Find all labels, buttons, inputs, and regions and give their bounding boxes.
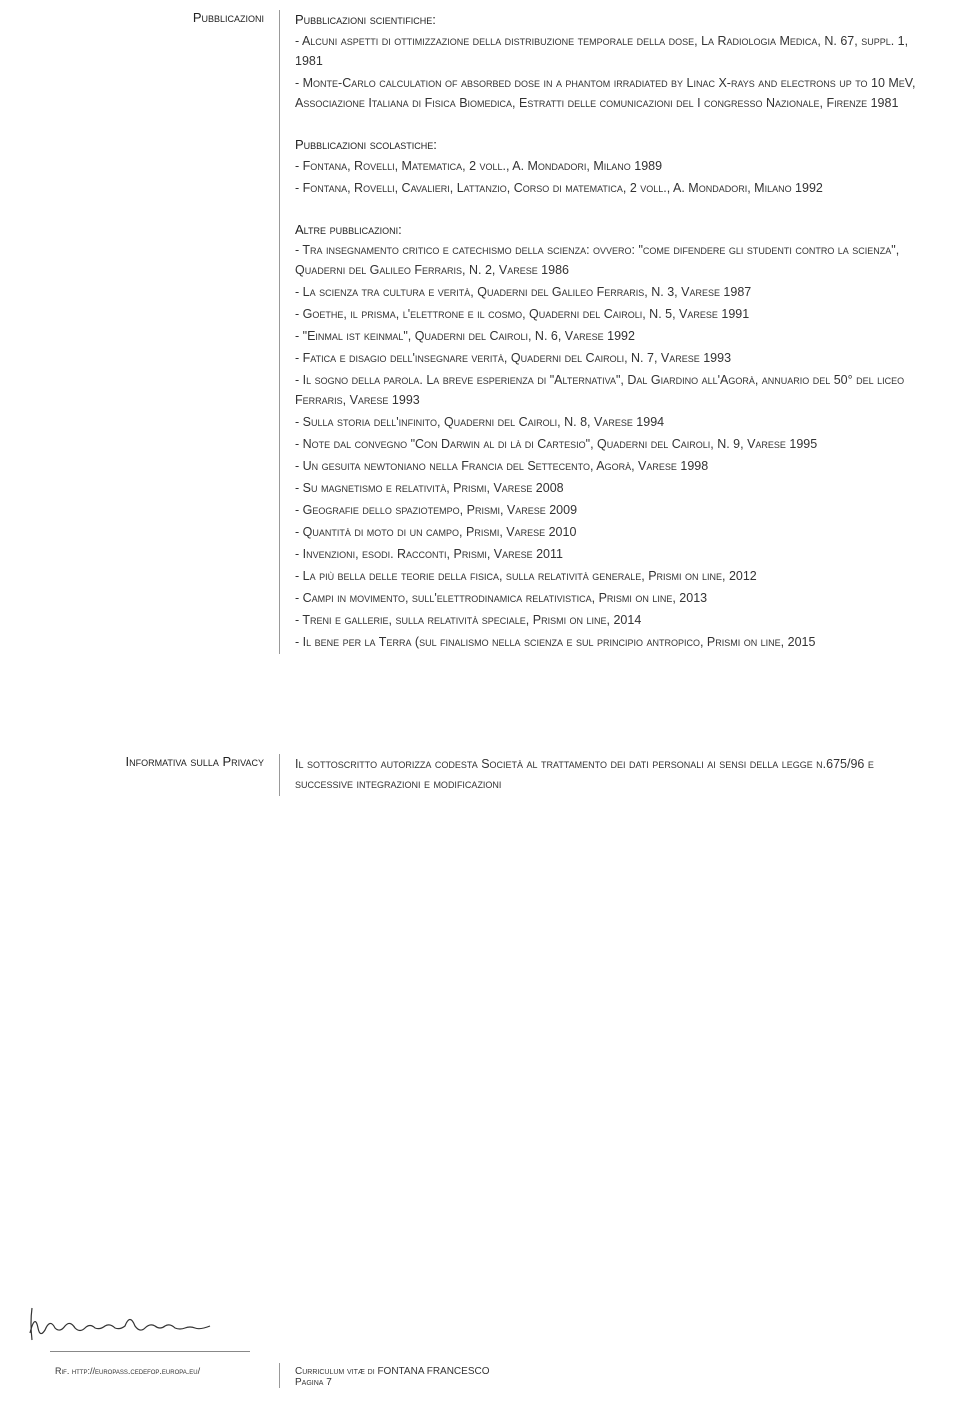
heading-scholastic: Pubblicazioni scolastiche:: [295, 135, 920, 156]
pub-other-item: - Goethe, il prisma, l'elettrone e il co…: [295, 304, 920, 324]
page-content: Pubblicazioni Pubblicazioni scientifiche…: [0, 0, 960, 796]
pub-other-item: - "Einmal ist keinmal", Quaderni del Cai…: [295, 326, 920, 346]
spacer: [295, 200, 920, 220]
pub-other-item: - Geografie dello spaziotempo, Prismi, V…: [295, 500, 920, 520]
pub-scientific-item: - Alcuni aspetti di ottimizzazione della…: [295, 31, 920, 71]
label-pubblicazioni: Pubblicazioni: [25, 10, 280, 654]
pub-scholastic-item: - Fontana, Rovelli, Cavalieri, Lattanzio…: [295, 178, 920, 198]
signature-line: [50, 1351, 250, 1352]
content-pubblicazioni: Pubblicazioni scientifiche: - Alcuni asp…: [280, 10, 920, 654]
spacer: [25, 694, 920, 754]
section-pubblicazioni: Pubblicazioni Pubblicazioni scientifiche…: [25, 10, 920, 654]
heading-other: Altre pubblicazioni:: [295, 220, 920, 241]
pub-other-item: - Quantità di moto di un campo, Prismi, …: [295, 522, 920, 542]
pub-other-item: - Note dal convegno "Con Darwin al di là…: [295, 434, 920, 454]
footer-page: Pagina 7: [295, 1377, 920, 1388]
spacer: [295, 115, 920, 135]
pub-other-item: - Il bene per la Terra (sul finalismo ne…: [295, 632, 920, 652]
label-privacy: Informativa sulla Privacy: [25, 754, 280, 796]
pub-other-item: - Treni e gallerie, sulla relatività spe…: [295, 610, 920, 630]
pub-other-item: - Fatica e disagio dell'insegnare verità…: [295, 348, 920, 368]
privacy-text: Il sottoscritto autorizza codesta Societ…: [295, 754, 920, 794]
footer-ref: Rif. http://europass.cedefop.europa.eu/: [25, 1363, 280, 1388]
pub-other-item: - Invenzioni, esodi. Racconti, Prismi, V…: [295, 544, 920, 564]
pub-scholastic-item: - Fontana, Rovelli, Matematica, 2 voll.,…: [295, 156, 920, 176]
pub-other-item: - La scienza tra cultura e verità, Quade…: [295, 282, 920, 302]
footer-cv-title: Curriculum vitæ di FONTANA FRANCESCO: [295, 1366, 920, 1377]
section-privacy: Informativa sulla Privacy Il sottoscritt…: [25, 754, 920, 796]
pub-other-item: - La più bella delle teorie della fisica…: [295, 566, 920, 586]
pub-other-item: - Il sogno della parola. La breve esperi…: [295, 370, 920, 410]
pub-other-item: - Campi in movimento, sull'elettrodinami…: [295, 588, 920, 608]
pub-other-item: - Sulla storia dell'infinito, Quaderni d…: [295, 412, 920, 432]
footer-right: Curriculum vitæ di FONTANA FRANCESCO Pag…: [280, 1363, 920, 1388]
footer: Rif. http://europass.cedefop.europa.eu/ …: [25, 1363, 920, 1388]
pub-other-item: - Un gesuita newtoniano nella Francia de…: [295, 456, 920, 476]
pub-other-item: - Su magnetismo e relatività, Prismi, Va…: [295, 478, 920, 498]
signature: [20, 1298, 240, 1348]
pub-scientific-item: - Monte-Carlo calculation of absorbed do…: [295, 73, 920, 113]
signature-svg: [20, 1298, 240, 1348]
heading-scientific: Pubblicazioni scientifiche:: [295, 10, 920, 31]
content-privacy: Il sottoscritto autorizza codesta Societ…: [280, 754, 920, 796]
pub-other-item: - Tra insegnamento critico e catechismo …: [295, 240, 920, 280]
